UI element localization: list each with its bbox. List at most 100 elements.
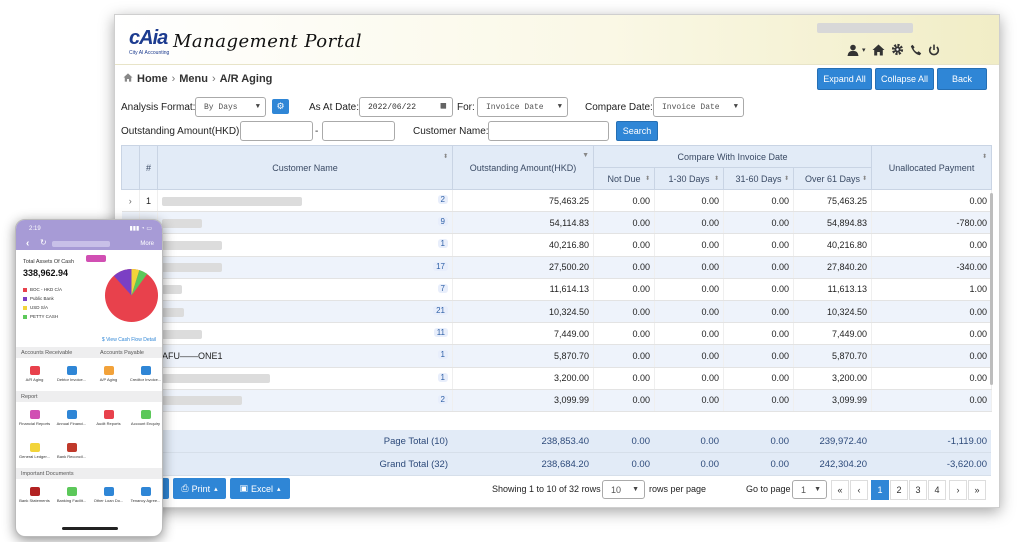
shortcut-tile[interactable]: Audit Reports bbox=[90, 404, 127, 432]
sort-icon[interactable]: ⬍ bbox=[783, 176, 789, 182]
invoice-count-badge[interactable]: 21 bbox=[433, 305, 448, 315]
table-row[interactable]: 2 3,099.99 0.00 0.00 0.00 3,099.99 0.00 bbox=[121, 389, 993, 412]
print-button[interactable]: ⎙ Print ▴ bbox=[173, 478, 226, 499]
compare-date-select[interactable]: Invoice Date ▼ bbox=[653, 97, 744, 117]
sort-icon[interactable]: ⬍ bbox=[862, 176, 868, 182]
shortcut-tile[interactable]: Financial Reports bbox=[16, 404, 53, 432]
expand-all-button[interactable]: Expand All bbox=[817, 68, 872, 90]
table-row[interactable]: 1 3,200.00 0.00 0.00 0.00 3,200.00 0.00 bbox=[121, 367, 993, 390]
table-row[interactable]: 21 10,324.50 0.00 0.00 0.00 10,324.50 0.00 bbox=[121, 300, 993, 324]
sort-icon[interactable]: ⬍ bbox=[442, 154, 448, 160]
invoice-count-badge[interactable]: 2 bbox=[437, 394, 448, 404]
invoice-count-badge[interactable]: 11 bbox=[433, 328, 448, 338]
invoice-count-badge[interactable]: 2 bbox=[437, 195, 448, 204]
shortcut-tile[interactable]: Bank Statements bbox=[16, 481, 53, 509]
prev-page-button[interactable]: ‹ bbox=[850, 480, 868, 500]
column-header-outstanding[interactable]: Outstanding Amount(HKD) ▼ bbox=[452, 145, 594, 190]
shortcut-tile[interactable]: Debtor Invoice... bbox=[53, 360, 90, 388]
rows-per-page-select[interactable]: 10 ▼ bbox=[602, 480, 645, 499]
table-row[interactable]: 1 40,216.80 0.00 0.00 0.00 40,216.80 0.00 bbox=[121, 233, 993, 257]
column-header-not-due[interactable]: Not Due ⬍ bbox=[593, 167, 655, 190]
invoice-count-badge[interactable]: 1 bbox=[437, 239, 448, 249]
column-header-1-30-days[interactable]: 1-30 Days ⬍ bbox=[654, 167, 724, 190]
page-button-1[interactable]: 1 bbox=[871, 480, 889, 500]
customer-name-cell[interactable]: 21 bbox=[157, 300, 453, 324]
last-page-button[interactable]: » bbox=[968, 480, 986, 500]
go-to-page-select[interactable]: 1 ▼ bbox=[792, 480, 827, 499]
first-page-button[interactable]: « bbox=[831, 480, 849, 500]
for-select[interactable]: Invoice Date ▼ bbox=[477, 97, 568, 117]
power-icon[interactable] bbox=[928, 44, 940, 56]
phone-more-link[interactable]: More bbox=[140, 241, 154, 247]
refresh-icon[interactable]: ↻ bbox=[40, 238, 47, 247]
column-header-unallocated[interactable]: Unallocated Payment ⬍ bbox=[871, 145, 993, 190]
shortcut-tile[interactable]: Banking Facilit... bbox=[53, 481, 90, 509]
breadcrumb-menu[interactable]: Menu bbox=[179, 73, 208, 85]
customer-name-cell[interactable]: 2 bbox=[157, 389, 453, 412]
user-icon[interactable] bbox=[847, 44, 859, 56]
row-expand-icon[interactable]: › bbox=[121, 189, 140, 213]
next-page-button[interactable]: › bbox=[949, 480, 967, 500]
invoice-count-badge[interactable]: 17 bbox=[433, 261, 448, 271]
column-header-31-60-days[interactable]: 31-60 Days ⬍ bbox=[723, 167, 794, 190]
table-scrollbar[interactable] bbox=[990, 193, 993, 385]
shortcut-tile[interactable]: A/P Aging bbox=[90, 360, 127, 388]
collapse-all-button[interactable]: Collapse All bbox=[875, 68, 934, 90]
shortcut-tile[interactable]: Account Enquiry bbox=[127, 404, 162, 432]
back-button[interactable]: Back bbox=[937, 68, 987, 90]
table-row[interactable]: 9 54,114.83 0.00 0.00 0.00 54,894.83 -780.00 bbox=[121, 211, 993, 235]
excel-button[interactable]: ▣ Excel ▴ bbox=[230, 478, 290, 499]
calendar-icon[interactable]: ▦ bbox=[440, 101, 446, 111]
invoice-count-badge[interactable]: 1 bbox=[437, 372, 448, 382]
shortcut-tile[interactable]: Bank Reconcil... bbox=[53, 437, 90, 465]
accounts-payable-label[interactable]: Accounts Payable bbox=[99, 349, 144, 356]
table-row[interactable]: 7 11,614.13 0.00 0.00 0.00 11,613.13 1.00 bbox=[121, 278, 993, 301]
customer-name-cell[interactable]: 1 bbox=[157, 367, 453, 390]
sort-icon[interactable]: ⬍ bbox=[644, 176, 650, 182]
table-row[interactable]: AFU——ONE1 1 5,870.70 0.00 0.00 0.00 5,870.70 0.… bbox=[121, 344, 993, 368]
customer-name-cell[interactable]: 11 bbox=[157, 322, 453, 346]
customer-name-cell[interactable]: AFU——ONE1 1 bbox=[157, 344, 453, 368]
shortcut-tile[interactable]: Annual Financi... bbox=[53, 404, 90, 432]
sort-icon[interactable]: ⬍ bbox=[982, 154, 988, 160]
customer-name-cell[interactable]: 1 bbox=[157, 233, 453, 257]
amount-to-input[interactable] bbox=[322, 121, 395, 141]
invoice-count-badge[interactable]: 1 bbox=[437, 350, 448, 360]
phone-icon[interactable] bbox=[910, 44, 922, 56]
customer-name-cell[interactable]: 9 bbox=[157, 211, 453, 235]
table-row[interactable]: › 1 2 75,463.25 0.00 0.00 0.00 75,463.25 0.00 bbox=[121, 189, 993, 213]
analysis-format-select[interactable]: By Days ▼ bbox=[195, 97, 266, 117]
customer-name-cell[interactable]: 2 bbox=[157, 189, 453, 213]
accounts-receivable-label[interactable]: Accounts Receivable bbox=[21, 349, 73, 356]
table-row[interactable]: 11 7,449.00 0.00 0.00 0.00 7,449.00 0.00 bbox=[121, 322, 993, 346]
shortcut-tile[interactable]: General Ledger... bbox=[16, 437, 53, 465]
page-button-3[interactable]: 3 bbox=[909, 480, 927, 500]
invoice-count-badge[interactable]: 7 bbox=[437, 283, 448, 293]
home-crumb-icon[interactable] bbox=[123, 73, 133, 85]
sort-desc-icon[interactable]: ▼ bbox=[582, 152, 589, 159]
customer-name-cell[interactable]: 7 bbox=[157, 278, 453, 301]
customer-name-cell[interactable]: 17 bbox=[157, 256, 453, 279]
sort-icon[interactable]: ⬍ bbox=[713, 176, 719, 182]
shortcut-tile[interactable]: Tenancy Agree... bbox=[127, 481, 162, 509]
cash-flow-link[interactable]: $ View Cash Flow Detail bbox=[102, 337, 156, 343]
format-settings-button[interactable]: ⚙ bbox=[272, 99, 289, 114]
gear-icon[interactable] bbox=[891, 43, 904, 56]
shortcut-tile[interactable]: Other Loan Do... bbox=[90, 481, 127, 509]
search-button[interactable]: Search bbox=[616, 121, 658, 141]
shortcut-tile[interactable]: A/R Aging bbox=[16, 360, 53, 388]
customer-name-input[interactable] bbox=[488, 121, 609, 141]
column-header-over-61-days[interactable]: Over 61 Days ⬍ bbox=[792, 167, 873, 190]
column-header-customer-name[interactable]: Customer Name ⬍ bbox=[157, 145, 453, 190]
page-button-2[interactable]: 2 bbox=[890, 480, 908, 500]
invoice-count-badge[interactable]: 9 bbox=[437, 217, 448, 227]
table-row[interactable]: 17 27,500.20 0.00 0.00 0.00 27,840.20 -340.00 bbox=[121, 256, 993, 279]
shortcut-tile[interactable]: Creditor Invoice... bbox=[127, 360, 162, 388]
back-arrow-icon[interactable]: ‹ bbox=[26, 238, 30, 249]
home-icon[interactable] bbox=[872, 44, 885, 56]
user-caret-icon[interactable]: ▾ bbox=[862, 46, 866, 54]
breadcrumb-home[interactable]: Home bbox=[137, 73, 168, 85]
amount-from-input[interactable] bbox=[240, 121, 313, 141]
as-at-date-input[interactable]: 2022/06/22 ▦ bbox=[359, 97, 453, 117]
page-button-4[interactable]: 4 bbox=[928, 480, 946, 500]
